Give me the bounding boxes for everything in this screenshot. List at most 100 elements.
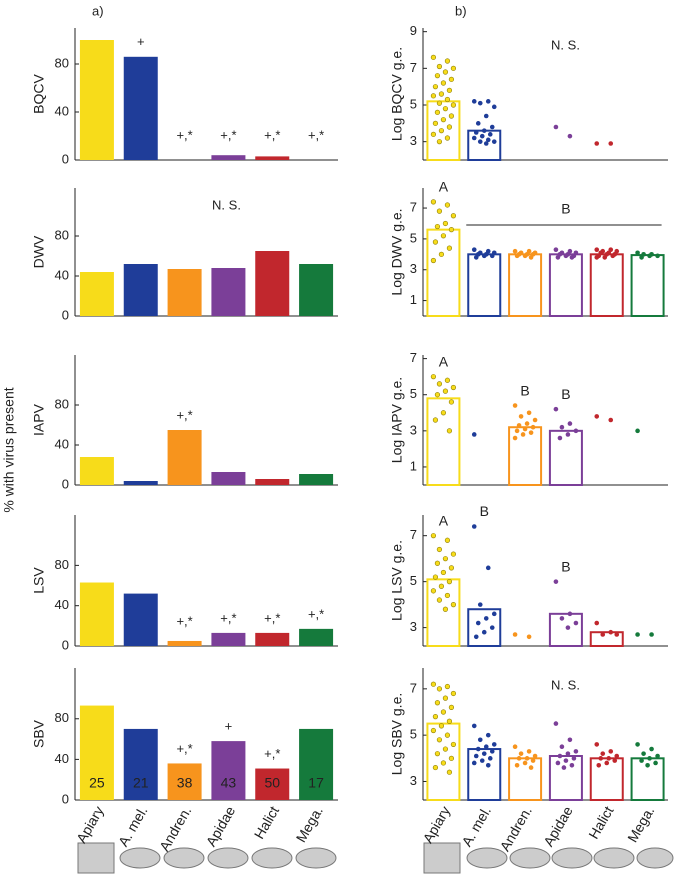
bar bbox=[211, 472, 246, 485]
data-point bbox=[647, 253, 652, 259]
data-point bbox=[553, 124, 559, 130]
data-point bbox=[434, 392, 441, 398]
data-point bbox=[430, 374, 437, 380]
annotation: N. S. bbox=[212, 197, 241, 212]
bar bbox=[211, 155, 246, 160]
data-point bbox=[526, 634, 532, 640]
data-point bbox=[594, 141, 600, 146]
data-point bbox=[489, 124, 495, 130]
data-point bbox=[446, 769, 453, 775]
data-point bbox=[436, 100, 443, 106]
x-tick-label: Apidae bbox=[203, 803, 239, 849]
data-point bbox=[553, 721, 559, 726]
mean-bar bbox=[589, 253, 624, 317]
annotation: +,* bbox=[220, 127, 236, 142]
data-point bbox=[485, 732, 491, 738]
data-point bbox=[483, 141, 489, 146]
sample-size: 25 bbox=[89, 775, 105, 791]
data-point bbox=[436, 139, 443, 145]
data-point bbox=[444, 592, 451, 599]
y-tick-label: 3 bbox=[410, 422, 417, 437]
data-point bbox=[432, 574, 439, 580]
data-point bbox=[440, 569, 447, 576]
y-tick-label: 3 bbox=[410, 133, 417, 148]
bar bbox=[167, 763, 202, 800]
y-axis-title: DWV bbox=[31, 235, 47, 268]
mean-bar bbox=[508, 757, 543, 802]
data-point bbox=[573, 620, 579, 626]
x-tick-label: Andren. bbox=[497, 803, 535, 853]
data-point bbox=[608, 749, 614, 754]
data-point bbox=[434, 560, 441, 566]
data-point bbox=[436, 686, 443, 692]
data-point bbox=[450, 384, 457, 391]
data-point bbox=[600, 632, 606, 637]
group-letter: A bbox=[439, 353, 449, 369]
data-point bbox=[448, 76, 455, 82]
bar bbox=[255, 156, 290, 160]
data-point bbox=[471, 135, 477, 141]
data-point bbox=[440, 760, 447, 766]
data-point bbox=[477, 602, 483, 607]
data-point bbox=[444, 202, 451, 208]
data-point bbox=[491, 139, 497, 144]
bar bbox=[211, 268, 246, 316]
group-letter: B bbox=[561, 201, 570, 217]
annotation: +,* bbox=[176, 741, 192, 756]
data-point bbox=[473, 634, 479, 640]
y-tick-label: 5 bbox=[410, 573, 417, 588]
data-point bbox=[430, 199, 437, 205]
y-tick-label: 1 bbox=[410, 292, 417, 307]
data-point bbox=[432, 714, 439, 720]
data-point bbox=[645, 762, 650, 768]
x-tick-label: Halict bbox=[251, 803, 282, 841]
data-point bbox=[432, 239, 439, 245]
data-point bbox=[559, 616, 565, 621]
data-point bbox=[438, 128, 445, 134]
data-point bbox=[522, 253, 528, 259]
y-tick-label: 80 bbox=[55, 227, 69, 242]
bar bbox=[211, 632, 246, 646]
data-point bbox=[434, 73, 441, 79]
y-tick-label: 80 bbox=[55, 396, 69, 411]
data-point bbox=[516, 423, 522, 428]
data-point bbox=[450, 213, 457, 219]
y-tick-label: 0 bbox=[62, 151, 69, 166]
data-point bbox=[555, 255, 561, 260]
y-tick-label: 0 bbox=[62, 307, 69, 322]
data-point bbox=[446, 245, 453, 251]
data-point bbox=[436, 597, 443, 603]
data-point bbox=[522, 426, 528, 432]
data-point bbox=[436, 546, 443, 553]
data-point bbox=[526, 410, 532, 416]
data-point bbox=[491, 104, 497, 110]
bar bbox=[211, 741, 246, 800]
data-point bbox=[442, 106, 449, 112]
y-axis-title: Log BQCV g.e. bbox=[389, 47, 405, 141]
data-point bbox=[432, 120, 439, 126]
data-point bbox=[565, 432, 571, 437]
data-point bbox=[530, 424, 536, 430]
data-point bbox=[434, 109, 441, 115]
data-point bbox=[573, 428, 579, 434]
data-point bbox=[516, 756, 522, 761]
data-point bbox=[596, 762, 602, 768]
data-point bbox=[567, 737, 573, 743]
data-point bbox=[436, 208, 443, 214]
data-point bbox=[485, 137, 491, 143]
x-tick-label: Mega. bbox=[293, 803, 326, 845]
data-point bbox=[532, 417, 538, 423]
bar bbox=[79, 705, 114, 800]
data-point bbox=[598, 756, 604, 761]
data-point bbox=[430, 681, 437, 687]
data-point bbox=[477, 139, 483, 144]
data-point bbox=[573, 749, 579, 754]
data-point bbox=[450, 602, 457, 608]
data-point bbox=[436, 737, 443, 743]
data-point bbox=[555, 760, 561, 766]
data-point bbox=[438, 723, 445, 729]
data-point bbox=[442, 69, 449, 75]
data-point bbox=[446, 428, 453, 434]
data-point bbox=[635, 250, 640, 256]
data-point bbox=[485, 565, 491, 571]
